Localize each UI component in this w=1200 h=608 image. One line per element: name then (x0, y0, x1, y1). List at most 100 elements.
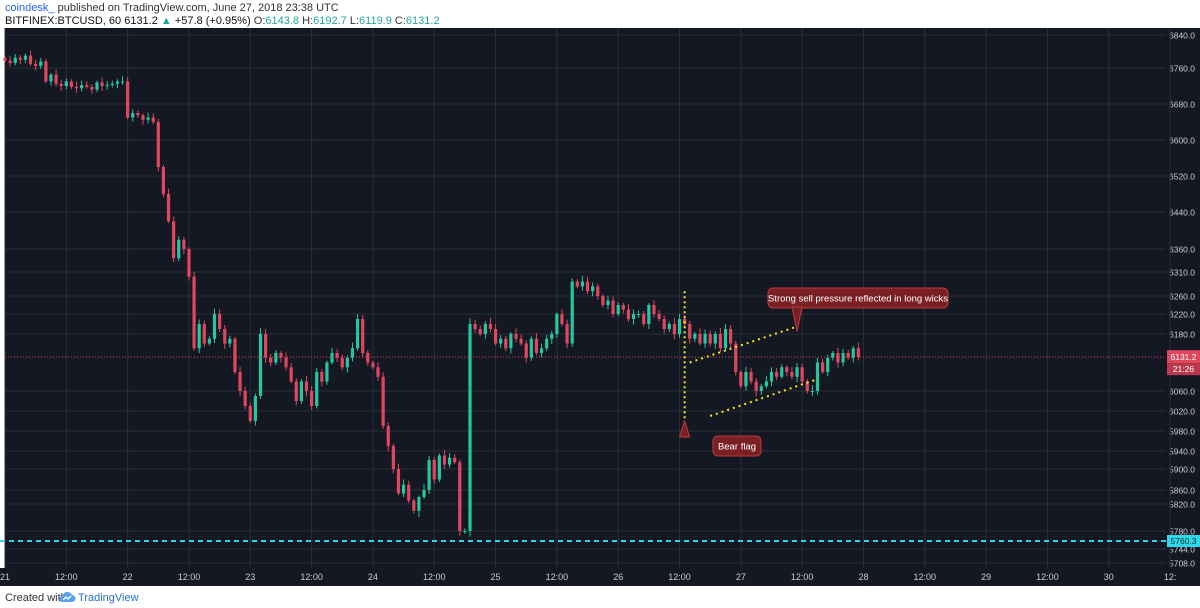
candle-body (177, 239, 181, 259)
candle-body (192, 276, 196, 349)
tradingview-brand[interactable]: TradingView (78, 592, 139, 604)
candle-body (744, 372, 748, 387)
candle-body (59, 83, 63, 86)
candle-body (146, 117, 150, 120)
candle-body (514, 334, 518, 339)
y-tick-label: 5860.0 (1169, 486, 1195, 496)
candle-body (836, 353, 840, 363)
candle-body (212, 314, 217, 339)
candle-body (616, 305, 620, 314)
candle-body (657, 314, 661, 319)
y-tick-label: 6760.0 (1169, 64, 1195, 74)
candle-body (805, 381, 809, 391)
candle-body (264, 334, 268, 358)
candle-body (28, 55, 33, 64)
x-tick-label: 23 (245, 572, 255, 582)
candle-body (74, 86, 79, 89)
candle-body (355, 319, 360, 349)
candle-body (539, 348, 544, 353)
x-tick-label: 12:00 (300, 572, 323, 582)
y-tick-label: 6220.0 (1169, 310, 1195, 320)
y-tick-label: 6520.0 (1169, 172, 1195, 182)
candle-body (442, 455, 447, 465)
candle-body (294, 381, 298, 401)
candle-body (54, 74, 58, 84)
candle-body (228, 338, 232, 344)
candle-body (80, 85, 84, 89)
footer-bar: Created with TradingView (0, 586, 1200, 608)
candle-body (631, 314, 636, 319)
candle-body (325, 362, 329, 382)
candle-body (274, 353, 278, 363)
x-tick-label: 12:00 (1036, 572, 1059, 582)
candle-body (815, 362, 820, 391)
candle-body (810, 391, 814, 392)
y-tick-label: 5900.0 (1169, 465, 1195, 475)
candle-body (115, 81, 120, 84)
y-tick-label: 5940.0 (1169, 447, 1195, 457)
candle-body (585, 281, 590, 292)
open-label: O: (253, 15, 266, 27)
candle-body (161, 167, 166, 194)
candle-body (233, 338, 237, 372)
candle-body (560, 314, 564, 324)
candle-body (90, 86, 94, 90)
x-tick-label: 30 (1104, 572, 1114, 582)
candle-body (708, 334, 712, 344)
current-price-label: 6131.2 (1171, 352, 1197, 362)
candle-body (662, 319, 666, 329)
candle-body (453, 457, 457, 463)
author-link[interactable]: coindesk_ (5, 2, 55, 14)
x-tick-label: 29 (981, 572, 991, 582)
close-value: 6131.2 (405, 15, 440, 27)
x-tick-label: 26 (613, 572, 623, 582)
x-tick-label: 12:00 (546, 572, 569, 582)
candle-body (100, 82, 104, 86)
candle-body (304, 381, 309, 391)
y-tick-label: 6260.0 (1169, 292, 1195, 302)
tradingview-cloud-icon (59, 591, 76, 602)
high-value: 6192.7 (313, 15, 347, 27)
candle-body (780, 367, 784, 377)
y-tick-label: 6600.0 (1169, 136, 1195, 146)
plot-background (5, 28, 1166, 568)
x-tick-label: 12:00 (914, 572, 937, 582)
candle-body (401, 484, 406, 494)
candle-body (34, 63, 38, 66)
y-tick-label: 6440.0 (1169, 208, 1195, 218)
candle-body (790, 372, 794, 377)
created-with-text: Created with (5, 592, 67, 604)
candle-body (49, 74, 53, 82)
candle-body (677, 319, 682, 334)
candle-body (85, 85, 89, 87)
candle-body (310, 391, 314, 406)
x-tick-label: 21 (0, 572, 10, 582)
candle-body (652, 305, 656, 314)
candle-body (258, 334, 263, 396)
candle-body (396, 469, 401, 494)
candle-body (698, 334, 702, 344)
ohlc-legend: BITFINEX:BTCUSD, 60 6131.2 ▲ +57.8 (+0.9… (5, 15, 440, 27)
candle-body (279, 353, 283, 358)
candle-body (447, 457, 452, 465)
candle-body (13, 57, 17, 64)
candle-body (601, 296, 605, 305)
candle-body (64, 81, 68, 86)
y-tick-label: 5980.0 (1169, 427, 1195, 437)
published-text: published on TradingView.com, June 27, 2… (57, 2, 339, 14)
candle-body (39, 61, 43, 66)
candle-body (23, 55, 28, 60)
y-tick-label: 5780.0 (1169, 527, 1195, 537)
x-tick-label: 12:00 (668, 572, 691, 582)
up-arrow-icon: ▲ (160, 15, 172, 27)
y-tick-label: 6060.0 (1169, 387, 1195, 397)
candle-body (626, 309, 631, 319)
price-chart[interactable]: 6840.0 6760.0 6680.0 6600.0 6520.0 6440.0 6360… (0, 28, 1200, 586)
y-tick-label: 6360.0 (1169, 245, 1195, 255)
candle-body (499, 338, 503, 344)
candle-body (647, 305, 651, 324)
candle-body (621, 305, 625, 310)
candle-body (218, 314, 222, 329)
y-tick-label: 6680.0 (1169, 100, 1195, 110)
candle-body (800, 367, 804, 382)
